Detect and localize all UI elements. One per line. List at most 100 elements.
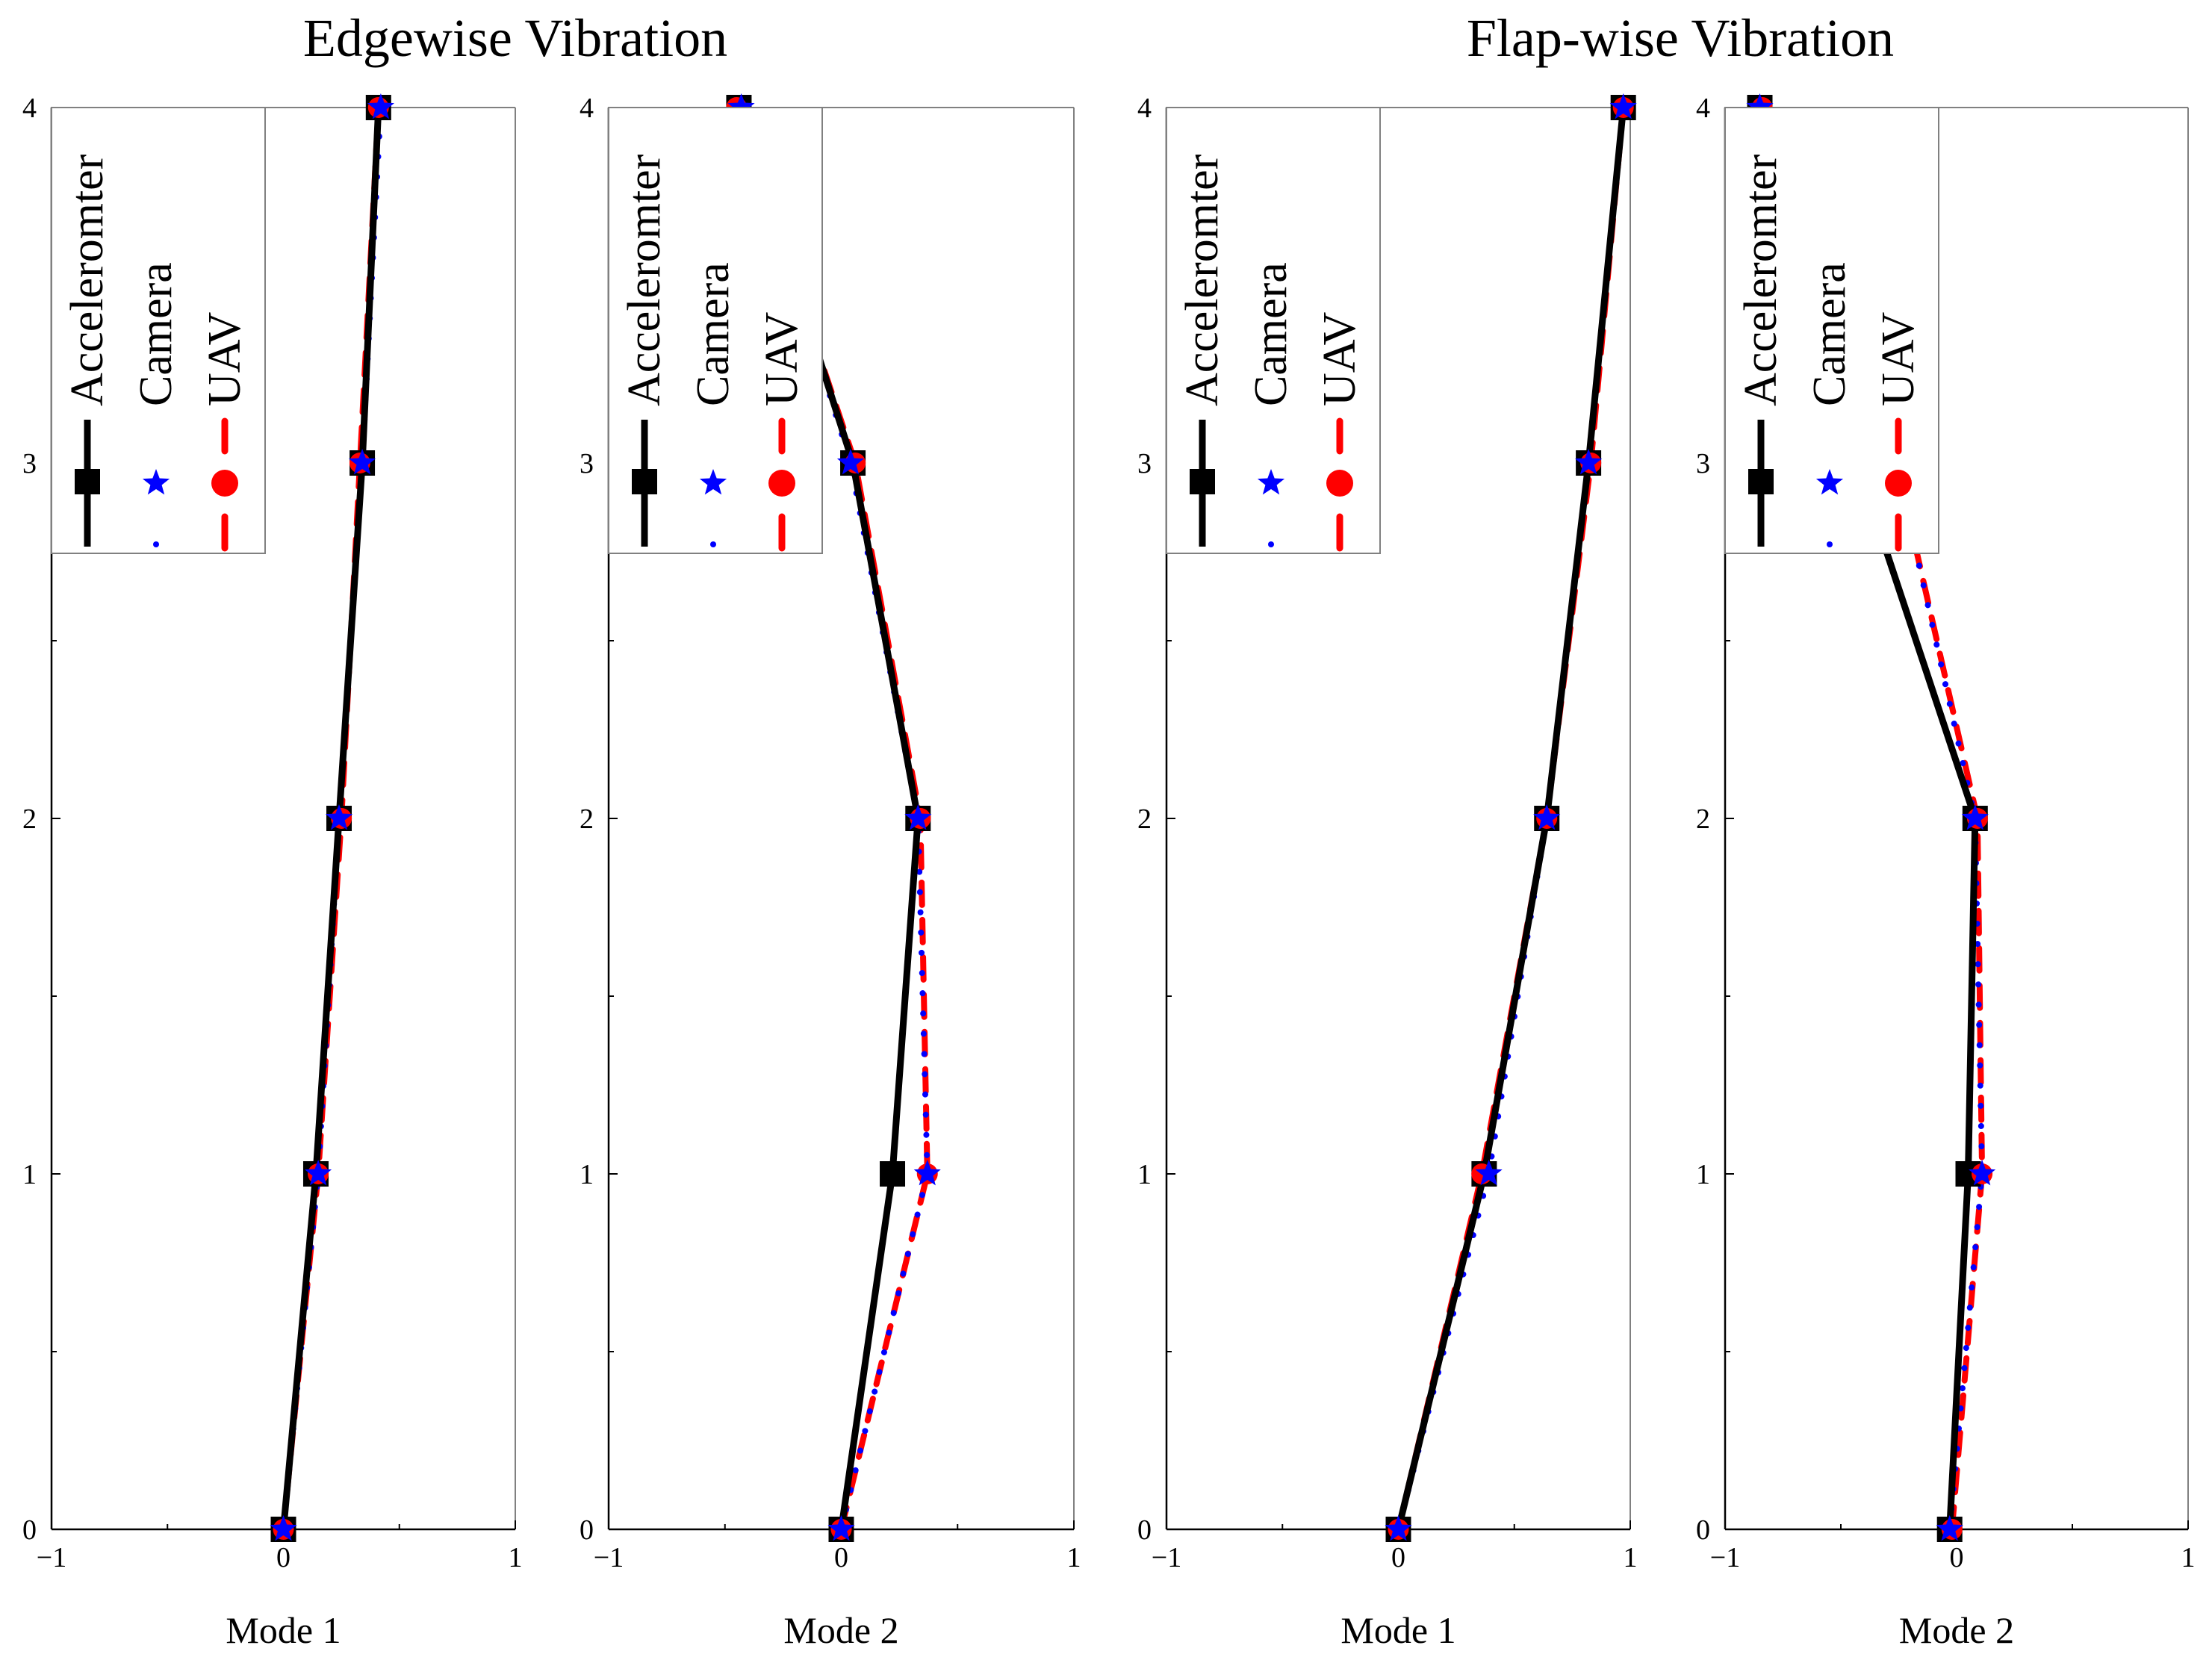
- x-tick-label: 1: [1624, 1542, 1638, 1573]
- y-tick-label: 3: [1696, 448, 1710, 479]
- legend: Acceleromter Camera UAV: [51, 107, 266, 554]
- legend-swatch-camera-marker: [1257, 469, 1285, 495]
- group-title-1: Edgewise Vibration: [303, 8, 727, 68]
- x-axis-label: Mode 1: [226, 1609, 341, 1651]
- marker-camera: [827, 1515, 855, 1541]
- legend-swatch-camera-dot: [1827, 541, 1833, 547]
- y-tick-label: 3: [580, 448, 594, 479]
- x-tick-label: −1: [1152, 1542, 1181, 1573]
- x-axis-label: Mode 2: [783, 1609, 898, 1651]
- marker-camera: [325, 804, 353, 830]
- legend-label-acceleromter: Acceleromter: [1736, 154, 1786, 406]
- marker-acceleromter: [880, 1161, 906, 1187]
- marker-camera: [1969, 1160, 1996, 1186]
- y-tick-label: 3: [1137, 448, 1152, 479]
- legend-label-acceleromter: Acceleromter: [62, 154, 113, 406]
- legend-swatch-acceleromter-marker: [1190, 469, 1215, 494]
- x-tick-label: −1: [1710, 1542, 1740, 1573]
- legend-label-camera: Camera: [688, 262, 739, 406]
- y-tick-label: 2: [1696, 804, 1710, 835]
- marker-camera: [904, 804, 932, 830]
- marker-camera: [836, 449, 864, 475]
- marker-camera: [1961, 804, 1989, 830]
- series-line-uav: [1395, 105, 1627, 1532]
- legend-label-camera: Camera: [131, 262, 181, 406]
- legend-swatch-camera-dot: [710, 541, 716, 547]
- legend-swatch-camera-dot: [153, 541, 159, 547]
- legend-swatch-uav-marker: [1885, 470, 1912, 497]
- y-tick-label: 4: [1137, 93, 1152, 124]
- legend-label-uav: UAV: [1314, 311, 1365, 406]
- series-line-camera: [1395, 105, 1627, 1532]
- y-tick-label: 4: [1696, 93, 1710, 124]
- y-tick-label: 2: [1137, 804, 1152, 835]
- marker-camera: [349, 449, 376, 475]
- y-tick-label: 4: [22, 93, 37, 124]
- legend-label-acceleromter: Acceleromter: [1177, 154, 1228, 406]
- y-tick-label: 3: [22, 448, 37, 479]
- legend: Acceleromter Camera UAV: [608, 107, 823, 554]
- legend-swatch-uav-marker: [1326, 470, 1353, 497]
- legend-swatch-uav-marker: [211, 470, 238, 497]
- y-tick-label: 1: [580, 1159, 594, 1190]
- x-tick-label: −1: [594, 1542, 624, 1573]
- legend-swatch-acceleromter-marker: [1748, 469, 1774, 494]
- marker-camera: [1533, 804, 1561, 830]
- legend-label-uav: UAV: [199, 311, 250, 406]
- legend-swatch-acceleromter-marker: [632, 469, 657, 494]
- marker-camera: [1385, 1515, 1412, 1541]
- x-tick-label: 0: [834, 1542, 848, 1573]
- legend-label-camera: Camera: [1804, 262, 1855, 406]
- group-title-2: Flap-wise Vibration: [1467, 8, 1894, 68]
- x-tick-label: 0: [1950, 1542, 1964, 1573]
- x-axis-label: Mode 2: [1899, 1609, 2014, 1651]
- y-tick-label: 0: [1696, 1514, 1710, 1546]
- x-tick-label: 0: [1391, 1542, 1405, 1573]
- series-line-camera: [738, 105, 931, 1532]
- marker-camera: [1746, 93, 1774, 119]
- legend: Acceleromter Camera UAV: [1724, 107, 1939, 554]
- series-line-acceleromter: [1395, 107, 1627, 1531]
- marker-camera: [1936, 1515, 1963, 1541]
- marker-camera: [367, 93, 394, 119]
- x-tick-label: 0: [276, 1542, 291, 1573]
- y-tick-label: 1: [1137, 1159, 1152, 1190]
- y-tick-label: 4: [580, 93, 594, 124]
- y-tick-label: 2: [22, 804, 37, 835]
- x-tick-label: 1: [509, 1542, 523, 1573]
- legend-swatch-uav-marker: [768, 470, 795, 497]
- legend-label-camera: Camera: [1246, 262, 1296, 406]
- marker-camera: [727, 93, 755, 119]
- legend-swatch-acceleromter-marker: [75, 469, 100, 494]
- legend-swatch-camera-dot: [1268, 541, 1274, 547]
- x-tick-label: 1: [1067, 1542, 1081, 1573]
- x-tick-label: −1: [37, 1542, 66, 1573]
- legend-swatch-camera-marker: [699, 469, 727, 495]
- marker-camera: [305, 1160, 332, 1186]
- y-tick-label: 0: [22, 1514, 37, 1546]
- y-tick-label: 2: [580, 804, 594, 835]
- x-tick-label: 1: [2181, 1542, 2196, 1573]
- marker-camera: [1475, 1160, 1503, 1186]
- legend-swatch-camera-marker: [142, 469, 170, 495]
- legend-label-uav: UAV: [1873, 311, 1924, 406]
- marker-camera: [913, 1160, 941, 1186]
- y-tick-label: 0: [1137, 1514, 1152, 1546]
- legend: Acceleromter Camera UAV: [1166, 107, 1381, 554]
- legend-label-acceleromter: Acceleromter: [619, 154, 670, 406]
- legend-label-uav: UAV: [757, 311, 807, 406]
- y-tick-label: 1: [1696, 1159, 1710, 1190]
- marker-camera: [1575, 449, 1603, 475]
- y-tick-label: 1: [22, 1159, 37, 1190]
- y-tick-label: 0: [580, 1514, 594, 1546]
- x-axis-label: Mode 1: [1340, 1609, 1455, 1651]
- marker-camera: [270, 1515, 297, 1541]
- marker-camera: [1609, 93, 1637, 119]
- legend-swatch-camera-marker: [1815, 469, 1844, 495]
